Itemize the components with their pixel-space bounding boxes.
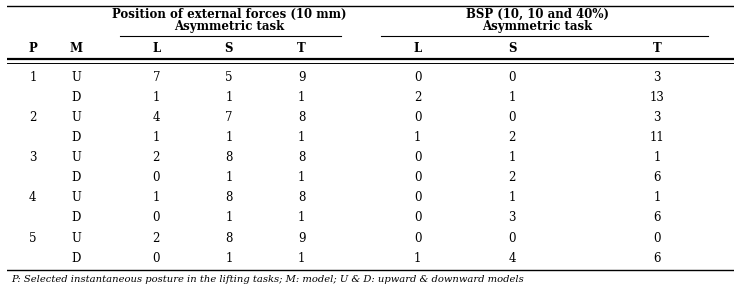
- Text: 0: 0: [508, 232, 516, 245]
- Text: 2: 2: [29, 111, 36, 124]
- Text: 1: 1: [414, 252, 422, 265]
- Text: U: U: [71, 192, 82, 204]
- Text: 3: 3: [29, 151, 36, 164]
- Text: 8: 8: [298, 111, 305, 124]
- Text: 3: 3: [508, 211, 516, 224]
- Text: 0: 0: [414, 151, 422, 164]
- Text: 6: 6: [654, 252, 661, 265]
- Text: S: S: [225, 42, 233, 55]
- Text: 1: 1: [153, 131, 160, 144]
- Text: 1: 1: [225, 91, 233, 104]
- Text: D: D: [72, 211, 81, 224]
- Text: 7: 7: [225, 111, 233, 124]
- Text: 2: 2: [508, 171, 516, 184]
- Text: Asymmetric task: Asymmetric task: [174, 20, 284, 33]
- Text: 4: 4: [29, 192, 36, 204]
- Text: 1: 1: [153, 91, 160, 104]
- Text: 3: 3: [654, 71, 661, 84]
- Text: 1: 1: [298, 91, 305, 104]
- Text: 0: 0: [414, 192, 422, 204]
- Text: P: Selected instantaneous posture in the lifting tasks; M: model; U & D: upward : P: Selected instantaneous posture in the…: [11, 274, 524, 284]
- Text: 13: 13: [650, 91, 665, 104]
- Text: 2: 2: [508, 131, 516, 144]
- Text: 1: 1: [153, 192, 160, 204]
- Text: 8: 8: [225, 192, 233, 204]
- Text: L: L: [413, 42, 422, 55]
- Text: 3: 3: [654, 111, 661, 124]
- Text: 5: 5: [29, 232, 36, 245]
- Text: U: U: [71, 111, 82, 124]
- Text: 4: 4: [153, 111, 160, 124]
- Text: 0: 0: [654, 232, 661, 245]
- Text: 0: 0: [414, 232, 422, 245]
- Text: 8: 8: [298, 151, 305, 164]
- Text: 7: 7: [153, 71, 160, 84]
- Text: 0: 0: [153, 171, 160, 184]
- Text: 11: 11: [650, 131, 665, 144]
- Text: BSP (10, 10 and 40%): BSP (10, 10 and 40%): [466, 8, 609, 21]
- Text: 0: 0: [414, 111, 422, 124]
- Text: 1: 1: [654, 192, 661, 204]
- Text: M: M: [70, 42, 83, 55]
- Text: Asymmetric task: Asymmetric task: [482, 20, 593, 33]
- Text: 1: 1: [298, 131, 305, 144]
- Text: 0: 0: [414, 211, 422, 224]
- Text: D: D: [72, 171, 81, 184]
- Text: D: D: [72, 252, 81, 265]
- Text: S: S: [508, 42, 516, 55]
- Text: U: U: [71, 232, 82, 245]
- Text: 0: 0: [414, 71, 422, 84]
- Text: 1: 1: [225, 211, 233, 224]
- Text: 4: 4: [508, 252, 516, 265]
- Text: 1: 1: [298, 211, 305, 224]
- Text: L: L: [152, 42, 160, 55]
- Text: 8: 8: [298, 192, 305, 204]
- Text: 0: 0: [153, 252, 160, 265]
- Text: 9: 9: [298, 71, 305, 84]
- Text: 1: 1: [508, 151, 516, 164]
- Text: 0: 0: [508, 71, 516, 84]
- Text: 1: 1: [414, 131, 422, 144]
- Text: 1: 1: [225, 252, 233, 265]
- Text: P: P: [28, 42, 37, 55]
- Text: 2: 2: [153, 232, 160, 245]
- Text: 6: 6: [654, 171, 661, 184]
- Text: Position of external forces (10 mm): Position of external forces (10 mm): [112, 8, 346, 21]
- Text: 1: 1: [508, 91, 516, 104]
- Text: 6: 6: [654, 211, 661, 224]
- Text: 0: 0: [153, 211, 160, 224]
- Text: U: U: [71, 71, 82, 84]
- Text: T: T: [653, 42, 662, 55]
- Text: 1: 1: [225, 171, 233, 184]
- Text: 2: 2: [153, 151, 160, 164]
- Text: 1: 1: [298, 252, 305, 265]
- Text: 0: 0: [508, 111, 516, 124]
- Text: 5: 5: [225, 71, 233, 84]
- Text: 2: 2: [414, 91, 422, 104]
- Text: 1: 1: [298, 171, 305, 184]
- Text: D: D: [72, 131, 81, 144]
- Text: 8: 8: [225, 151, 233, 164]
- Text: 1: 1: [654, 151, 661, 164]
- Text: 8: 8: [225, 232, 233, 245]
- Text: D: D: [72, 91, 81, 104]
- Text: U: U: [71, 151, 82, 164]
- Text: 1: 1: [225, 131, 233, 144]
- Text: 0: 0: [414, 171, 422, 184]
- Text: T: T: [297, 42, 306, 55]
- Text: 9: 9: [298, 232, 305, 245]
- Text: 1: 1: [29, 71, 36, 84]
- Text: 1: 1: [508, 192, 516, 204]
